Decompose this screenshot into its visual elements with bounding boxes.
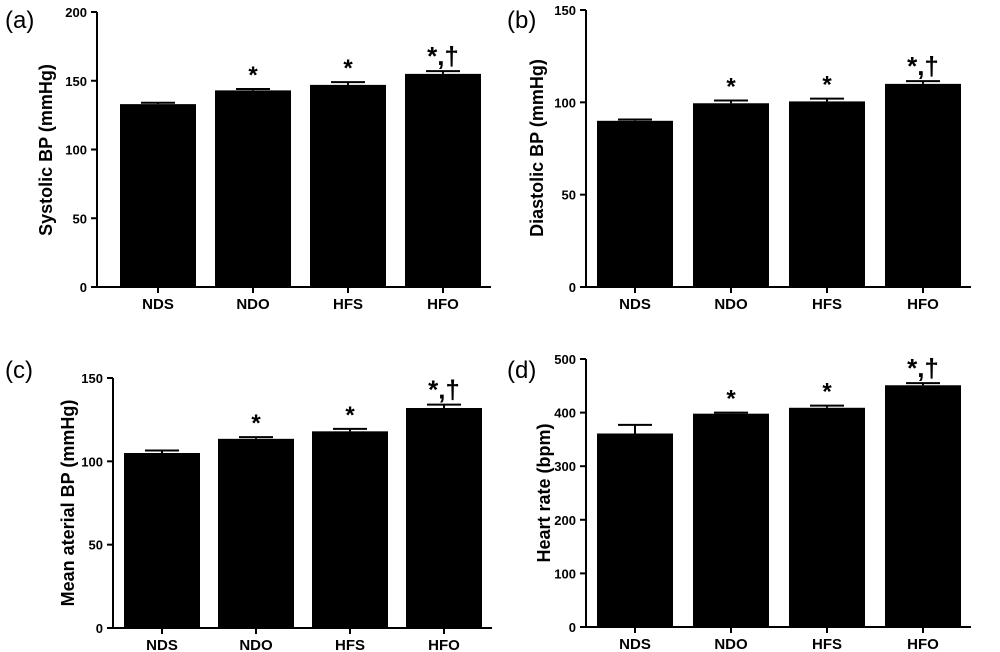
x-tick-label: HFS [333,296,363,313]
bar [597,120,673,287]
bar [120,104,196,287]
bar [218,438,294,628]
panel-c: (c) Mean aterial BP (mmHg) 0 50 100 150 NDS NDO… [5,357,492,652]
bar [885,385,961,627]
y-tick-label: 150 [554,3,576,18]
bar [312,431,388,628]
x-tick-label: HFS [335,637,365,652]
significance-label: * [822,379,832,406]
bar [405,73,481,287]
y-tick-label: 150 [65,74,87,89]
bar [406,408,482,628]
panel-label: (c) [5,357,33,384]
x-tick-label: NDS [619,296,651,313]
y-tick-label: 50 [73,211,87,226]
significance-label: * [343,55,353,82]
y-tick-label: 0 [80,280,87,295]
y-tick-label: 50 [89,538,103,553]
y-tick-label: 200 [65,5,87,20]
bar [597,433,673,627]
y-axis-label: Heart rate (bpm) [534,423,554,562]
significance-label: * [251,410,261,437]
bar [693,103,769,287]
y-tick-label: 400 [554,406,576,421]
x-tick-label: NDS [142,296,174,313]
panel-label: (b) [507,7,536,34]
x-tick-label: NDO [236,296,270,313]
panel-d: (d) Heart rate (bpm) 0 100 200 300 400 500 NDS ND… [507,352,971,652]
y-tick-label: 100 [554,566,576,581]
significance-label: *,† [907,353,939,383]
x-tick-label: NDO [714,636,748,652]
y-tick-label: 50 [562,188,576,203]
y-tick-label: 100 [554,95,576,110]
significance-label: * [726,73,736,100]
bar [124,453,200,628]
bar [693,413,769,627]
y-tick-label: 100 [65,143,87,158]
x-tick-label: HFO [428,637,460,652]
significance-label: *,† [427,41,459,71]
y-tick-label: 0 [96,621,103,636]
x-tick-label: HFS [812,296,842,313]
x-tick-label: HFO [907,636,939,652]
y-tick-label: 0 [569,620,576,635]
significance-label: * [345,402,355,429]
y-axis-label: Diastolic BP (mmHg) [527,59,547,237]
y-tick-label: 500 [554,352,576,367]
y-tick-label: 100 [81,454,103,469]
x-tick-label: NDS [619,636,651,652]
significance-label: * [726,386,736,413]
bar [215,90,291,287]
y-tick-label: 150 [81,371,103,386]
x-tick-label: HFO [907,296,939,313]
panel-b: (b) Diastolic BP (mmHg) 0 50 100 150 NDS NDO * HF… [507,3,971,313]
x-tick-label: NDO [714,296,748,313]
bar [310,84,386,287]
y-tick-label: 0 [569,280,576,295]
y-axis-label: Mean aterial BP (mmHg) [58,400,78,607]
bar [885,83,961,287]
significance-label: * [248,62,258,89]
significance-label: *,† [428,375,460,405]
panel-label: (d) [507,357,536,384]
y-tick-label: 300 [554,459,576,474]
x-tick-label: HFO [427,296,459,313]
y-tick-label: 200 [554,513,576,528]
x-tick-label: NDS [146,637,178,652]
significance-label: *,† [907,51,939,81]
significance-label: * [822,72,832,99]
panel-a: (a) Systolic BP (mmHg) 0 50 100 150 200 NDS NDO *… [5,5,491,313]
bar [789,101,865,287]
x-tick-label: HFS [812,636,842,652]
panel-label: (a) [5,7,34,34]
x-tick-label: NDO [239,637,273,652]
y-axis-label: Systolic BP (mmHg) [36,64,56,236]
bar [789,407,865,627]
